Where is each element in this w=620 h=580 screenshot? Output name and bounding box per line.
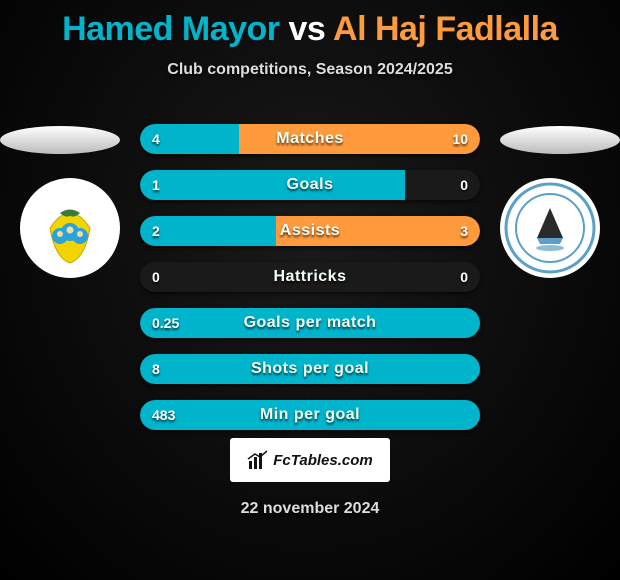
- stat-bar-row: 8Shots per goal: [140, 354, 480, 384]
- bar-label: Matches: [140, 124, 480, 154]
- team2-logo: [500, 178, 600, 278]
- bar-label: Goals per match: [140, 308, 480, 338]
- bar-label: Assists: [140, 216, 480, 246]
- stat-bar-row: 483Min per goal: [140, 400, 480, 430]
- brand-text: FcTables.com: [273, 452, 372, 469]
- team2-crest-icon: [502, 180, 598, 276]
- bar-label: Hattricks: [140, 262, 480, 292]
- date-text: 22 november 2024: [0, 500, 620, 518]
- chart-icon: [247, 449, 269, 471]
- bar-label: Goals: [140, 170, 480, 200]
- player1-name: Hamed Mayor: [62, 10, 279, 48]
- bar-label: Min per goal: [140, 400, 480, 430]
- fctables-logo: FcTables.com: [230, 438, 390, 482]
- vs-text: vs: [289, 10, 326, 48]
- comparison-title: Hamed Mayor vs Al Haj Fadlalla: [0, 0, 620, 49]
- left-oval-shadow: [0, 126, 120, 154]
- stat-bar-row: 10Goals: [140, 170, 480, 200]
- stat-bar-row: 410Matches: [140, 124, 480, 154]
- right-oval-shadow: [500, 126, 620, 154]
- team1-logo: [20, 178, 120, 278]
- player2-name: Al Haj Fadlalla: [333, 10, 558, 48]
- stat-bar-row: 00Hattricks: [140, 262, 480, 292]
- bar-label: Shots per goal: [140, 354, 480, 384]
- stat-bar-row: 23Assists: [140, 216, 480, 246]
- team1-crest-icon: [30, 188, 110, 268]
- stat-bars-container: 410Matches 10Goals 23Assists 00Hattricks 0.2…: [140, 124, 480, 446]
- stat-bar-row: 0.25Goals per match: [140, 308, 480, 338]
- subtitle: Club competitions, Season 2024/2025: [0, 61, 620, 79]
